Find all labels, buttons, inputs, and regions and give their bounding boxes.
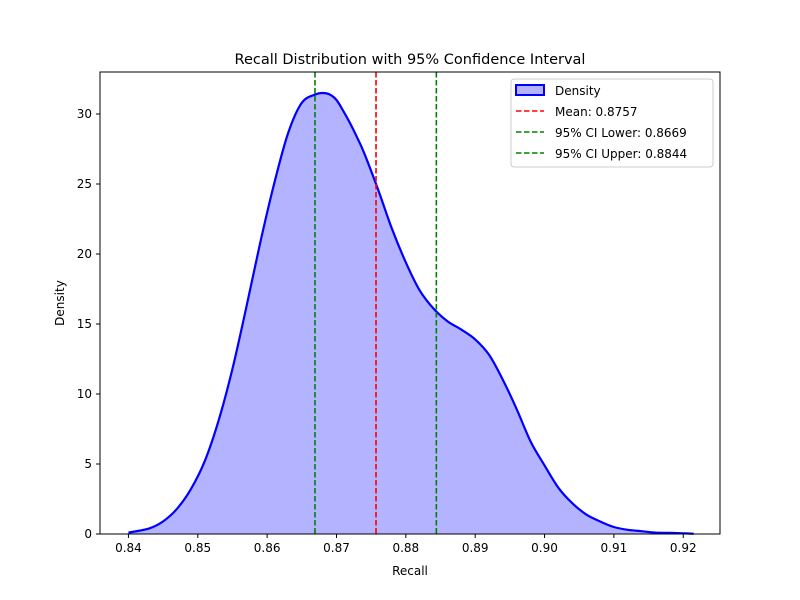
x-tick-label: 0.85 — [184, 541, 211, 555]
x-tick-label: 0.84 — [115, 541, 142, 555]
reference-lines — [314, 72, 438, 534]
chart-title: Recall Distribution with 95% Confidence … — [235, 52, 586, 68]
x-tick-label: 0.88 — [392, 541, 419, 555]
legend-density-swatch — [515, 84, 545, 96]
y-axis: 0 5 10 15 20 25 30 — [77, 107, 100, 541]
density-line — [128, 91, 694, 535]
plot-area — [128, 72, 694, 535]
legend-ci-lower-label: 95% CI Lower: 0.8669 — [555, 126, 687, 140]
legend-box — [510, 78, 714, 168]
y-axis-label: Density — [53, 280, 67, 326]
y-tick-label: 15 — [77, 317, 92, 331]
x-tick-label: 0.86 — [254, 541, 281, 555]
y-tick-label: 10 — [77, 387, 92, 401]
y-tick-label: 25 — [77, 177, 92, 191]
y-tick-label: 20 — [77, 247, 92, 261]
y-tick-label: 0 — [84, 527, 92, 541]
legend-ci-upper-label: 95% CI Upper: 0.8844 — [555, 147, 687, 161]
x-tick-label: 0.89 — [462, 541, 489, 555]
x-axis-label: Recall — [392, 564, 428, 578]
x-axis: 0.84 0.85 0.86 0.87 0.88 0.89 0.90 0.91 0.92 — [115, 534, 697, 555]
legend-density-label: Density — [555, 84, 601, 98]
x-tick-label: 0.91 — [601, 541, 628, 555]
legend: Density Mean: 0.8757 95% CI Lower: 0.866… — [510, 78, 714, 168]
legend-mean-label: Mean: 0.8757 — [555, 105, 638, 119]
plot-frame — [99, 71, 721, 535]
y-tick-label: 5 — [84, 457, 92, 471]
x-tick-label: 0.87 — [323, 541, 350, 555]
x-tick-label: 0.90 — [531, 541, 558, 555]
x-tick-label: 0.92 — [670, 541, 697, 555]
y-tick-label: 30 — [77, 107, 92, 121]
